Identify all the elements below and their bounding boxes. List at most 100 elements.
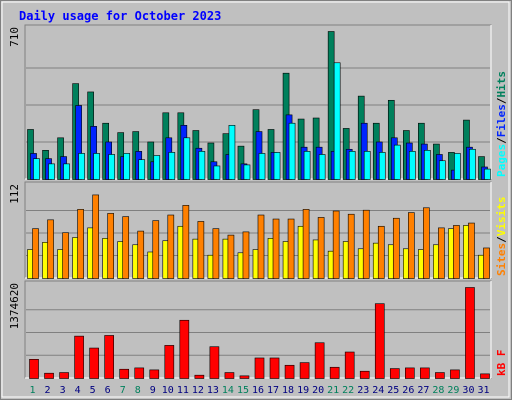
bar-pages-day-10 <box>168 152 176 180</box>
bar-sites-day-25 <box>392 217 400 279</box>
x-tick-label: 15 <box>237 385 249 396</box>
bar-kbytes-day-12 <box>194 374 205 379</box>
bar-sites-day-21 <box>332 210 340 279</box>
bar-kbytes-day-6 <box>104 335 114 379</box>
bar-sites-day-7 <box>122 216 130 279</box>
bar-kbytes-day-5 <box>89 347 99 379</box>
bar-sites-day-30 <box>468 222 475 279</box>
x-tick-label: 1 <box>30 385 36 396</box>
x-tick-label: 6 <box>105 385 111 396</box>
bar-kbytes-day-24 <box>374 303 385 379</box>
bar-pages-day-5 <box>93 153 100 180</box>
bar-pages-day-28 <box>439 160 446 180</box>
bar-kbytes-day-30 <box>465 287 475 379</box>
legend-entry-sites: Sites <box>495 243 508 276</box>
bar-sites-day-27 <box>423 207 430 279</box>
bar-kbytes-day-23 <box>359 370 370 379</box>
bar-sites-day-1 <box>32 228 39 279</box>
bar-kbytes-day-7 <box>119 368 130 379</box>
bar-pages-day-15 <box>243 164 251 180</box>
bar-pages-day-14 <box>228 125 236 180</box>
x-tick-label: 10 <box>162 385 174 396</box>
bar-kbytes-day-25 <box>389 368 400 379</box>
bar-sites-day-16 <box>257 214 265 279</box>
bar-kbytes-day-31 <box>480 373 490 379</box>
frame-highlight <box>1 1 510 398</box>
x-tick-label: 26 <box>402 385 414 396</box>
bar-pages-day-27 <box>424 150 431 180</box>
legend-entry-hits: Hits <box>495 71 508 98</box>
bar-pages-day-30 <box>469 148 476 180</box>
panel-traffic-legend: Pages/Files/Hits <box>495 71 508 177</box>
x-tick-label: 11 <box>177 385 189 396</box>
bar-sites-day-5 <box>92 194 99 279</box>
bar-kbytes-day-8 <box>134 367 145 379</box>
x-tick-label: 5 <box>90 385 96 396</box>
bar-kbytes-day-4 <box>74 335 84 379</box>
bar-pages-day-18 <box>288 122 296 180</box>
bar-pages-day-19 <box>303 151 311 180</box>
legend-entry-sep3: / <box>495 236 508 243</box>
x-tick-label: 18 <box>282 385 294 396</box>
x-tick-label: 13 <box>207 385 219 396</box>
bar-pages-day-12 <box>198 151 206 180</box>
bar-pages-day-29 <box>454 153 461 180</box>
x-tick-label: 17 <box>267 385 279 396</box>
x-tick-label: 2 <box>45 385 51 396</box>
bar-kbytes-day-1 <box>29 359 39 379</box>
bar-sites-day-23 <box>362 209 370 279</box>
bar-sites-day-12 <box>197 221 205 279</box>
bar-pages-day-6 <box>108 154 115 180</box>
chart-title: Daily usage for October 2023 <box>19 9 221 23</box>
bar-sites-day-6 <box>107 213 114 279</box>
bar-sites-day-18 <box>287 218 295 279</box>
bar-pages-day-13 <box>213 165 221 180</box>
panel-visitors: 112 Sites/Visits <box>8 181 508 279</box>
panel-visitors-max-label: 112 <box>8 184 21 204</box>
bar-sites-day-29 <box>453 225 460 279</box>
x-tick-label: 8 <box>135 385 141 396</box>
bar-pages-day-31 <box>484 168 491 180</box>
bar-kbytes-day-28 <box>435 372 445 379</box>
bar-pages-day-7 <box>123 153 131 180</box>
bar-pages-day-22 <box>348 151 356 180</box>
bar-sites-day-19 <box>302 209 310 279</box>
bar-kbytes-day-29 <box>450 369 460 379</box>
bar-pages-day-16 <box>258 153 266 180</box>
bar-kbytes-day-27 <box>420 367 430 379</box>
bar-pages-day-21 <box>333 62 341 180</box>
bar-sites-day-15 <box>242 231 250 279</box>
x-tick-label: 19 <box>297 385 309 396</box>
legend-entry-sep1: / <box>495 137 508 144</box>
bar-sites-day-14 <box>227 234 235 279</box>
bar-pages-day-2 <box>48 163 55 180</box>
legend-entry-kbytes: kB F <box>495 350 508 377</box>
bar-kbytes-day-20 <box>314 342 325 379</box>
bar-pages-day-17 <box>273 152 281 180</box>
x-tick-label: 31 <box>477 385 489 396</box>
bar-kbytes-day-26 <box>405 367 415 379</box>
bar-sites-day-24 <box>377 225 385 279</box>
x-tick-label: 12 <box>192 385 204 396</box>
bar-kbytes-day-21 <box>329 366 340 379</box>
panel-traffic-max-label: 710 <box>8 27 21 47</box>
x-tick-label: 25 <box>387 385 399 396</box>
bar-kbytes-day-10 <box>164 345 175 379</box>
legend-entry-visits: Visits <box>495 197 508 237</box>
bar-pages-day-24 <box>378 152 386 180</box>
bar-kbytes-day-17 <box>269 357 280 379</box>
bar-kbytes-day-18 <box>284 364 295 379</box>
bar-sites-day-20 <box>317 217 325 279</box>
bar-kbytes-day-9 <box>149 369 160 379</box>
legend-entry-sep2: / <box>495 97 508 104</box>
x-tick-label: 20 <box>312 385 324 396</box>
bar-pages-day-20 <box>318 154 326 180</box>
bar-kbytes-day-3 <box>59 372 69 379</box>
panel-kbytes: 1374620 kB F <box>8 280 508 379</box>
bar-sites-day-9 <box>152 220 160 279</box>
x-tick-label: 7 <box>120 385 126 396</box>
legend-entry-files: Files <box>495 104 508 137</box>
legend-entry-pages: Pages <box>495 144 508 177</box>
